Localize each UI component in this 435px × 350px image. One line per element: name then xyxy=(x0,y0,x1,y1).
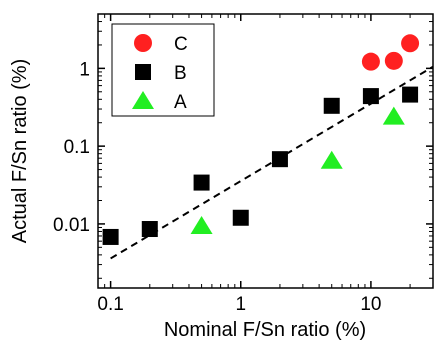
point-b-square xyxy=(323,97,340,114)
y-tick-label: 1 xyxy=(79,59,90,80)
point-c-circle xyxy=(384,51,403,70)
legend-marker-b xyxy=(135,64,151,80)
legend-label-c: C xyxy=(174,34,188,55)
x-tick-label: 10 xyxy=(360,294,381,315)
legend: CBA xyxy=(111,23,215,117)
x-axis-tick-labels: 0.1 1 10 xyxy=(97,294,381,315)
y-tick-label: 0.1 xyxy=(64,137,90,158)
x-axis-ticks xyxy=(104,14,411,288)
plot-frame xyxy=(97,13,434,289)
point-b-square xyxy=(102,228,119,245)
y-axis-tick-labels: 0.01 0.1 1 xyxy=(53,59,90,236)
point-c-circle xyxy=(401,34,420,53)
point-b-square xyxy=(193,174,210,191)
legend-marker-c xyxy=(134,34,152,52)
point-b-square xyxy=(271,151,288,168)
y-axis-label: Actual F/Sn ratio (%) xyxy=(9,59,31,244)
point-b-square xyxy=(232,209,249,226)
x-axis-label: Nominal F/Sn ratio (%) xyxy=(164,319,366,341)
legend-label-b: B xyxy=(174,63,187,84)
y-tick-label: 0.01 xyxy=(53,215,90,236)
x-tick-label: 1 xyxy=(235,294,246,315)
point-b-square xyxy=(141,221,158,238)
x-tick-label: 0.1 xyxy=(97,294,123,315)
dashed-fit-line xyxy=(110,65,434,260)
point-a-triangle xyxy=(190,216,213,235)
point-a-triangle xyxy=(382,106,405,125)
data-points xyxy=(102,34,420,245)
legend-marker-a xyxy=(132,91,154,109)
legend-box xyxy=(111,23,215,117)
point-b-square xyxy=(402,86,419,103)
y-axis-ticks xyxy=(98,21,433,279)
legend-label-a: A xyxy=(174,92,187,113)
point-b-square xyxy=(362,88,379,105)
point-c-circle xyxy=(361,52,380,71)
point-a-triangle xyxy=(320,150,343,169)
